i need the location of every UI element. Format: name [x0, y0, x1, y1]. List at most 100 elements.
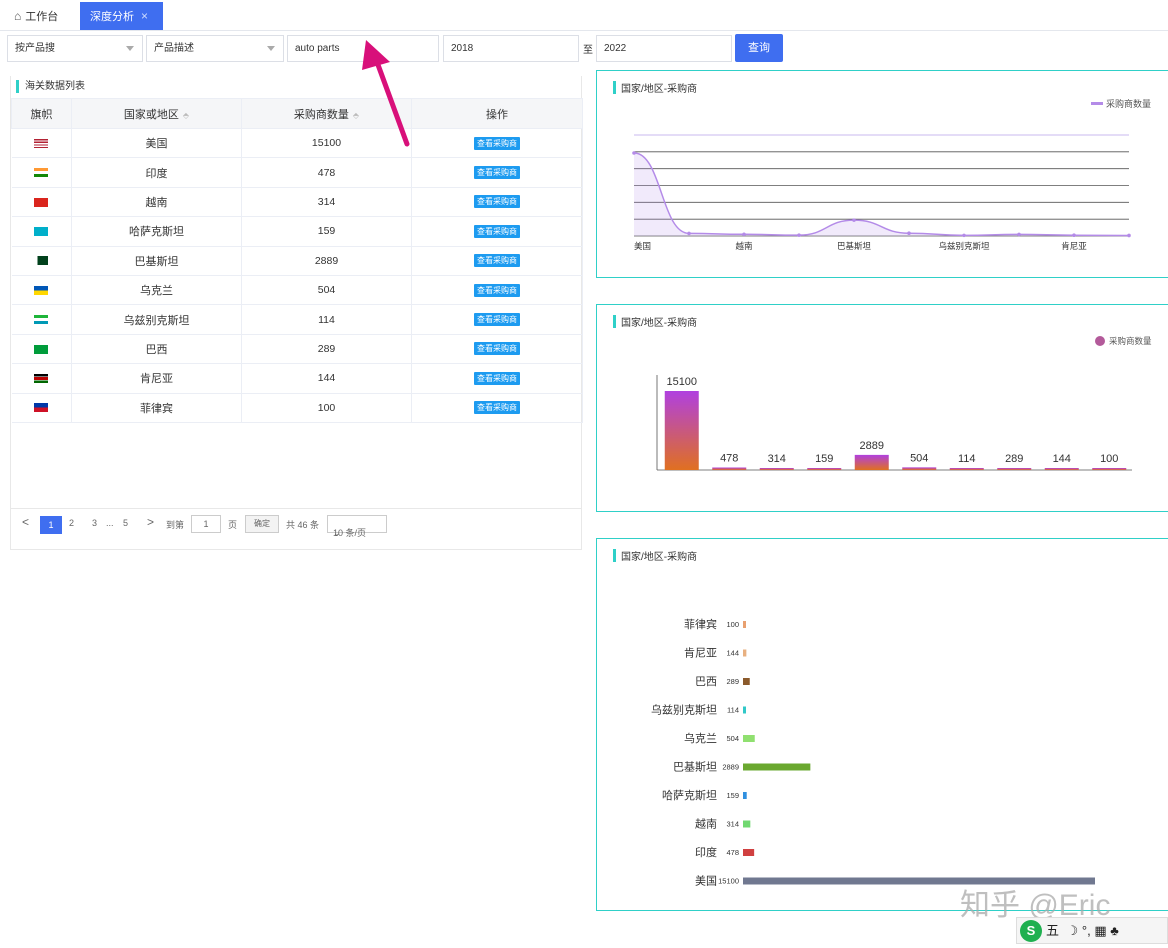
next-page-icon[interactable]: >	[147, 515, 155, 529]
tab-deep-analysis[interactable]: 深度分析 ×	[80, 2, 163, 30]
category-label: 菲律宾	[684, 617, 717, 631]
bar[interactable]	[949, 468, 984, 470]
view-buyers-button[interactable]: 查看采购商	[474, 254, 520, 268]
bar[interactable]	[1044, 468, 1079, 470]
data-point[interactable]	[852, 218, 856, 222]
page-5-button[interactable]: 5	[123, 518, 129, 528]
bar[interactable]	[1092, 468, 1127, 470]
page-ellipsis[interactable]: ...	[106, 518, 114, 528]
bar[interactable]	[712, 467, 747, 470]
category-label: 巴西	[695, 676, 717, 688]
flag-cell	[11, 393, 72, 423]
view-buyers-button[interactable]: 查看采购商	[474, 342, 520, 356]
header-action: 操作	[411, 98, 583, 129]
data-point[interactable]	[1072, 233, 1076, 238]
bar[interactable]	[743, 820, 751, 828]
data-point[interactable]	[742, 232, 746, 237]
tab-workbench[interactable]: ⌂ 工作台	[6, 2, 66, 30]
sort-icon[interactable]: ⬘	[352, 110, 360, 120]
bar[interactable]	[743, 706, 746, 714]
year-from-value: 2018	[451, 43, 474, 54]
view-buyers-button[interactable]: 查看采购商	[474, 195, 520, 209]
bar[interactable]	[743, 621, 746, 628]
bar[interactable]	[664, 391, 699, 470]
sort-icon[interactable]: ⬘	[182, 110, 190, 120]
ime-tray-icon[interactable]: ☽ °, ▦ ♣	[1066, 923, 1119, 938]
tab-bar: ⌂ 工作台 深度分析 ×	[0, 0, 1168, 31]
bar[interactable]	[997, 468, 1032, 470]
bar-chart-card: 国家/地区-采购商 采购商数量 15100 478 314 159 2889 504 114 28…	[596, 304, 1168, 512]
bar-data-label: 2889	[860, 440, 884, 452]
bar[interactable]	[902, 467, 937, 470]
flag-cell	[11, 157, 72, 188]
search-field-select[interactable]: 产品描述	[146, 35, 284, 62]
title-accent	[613, 315, 616, 328]
search-mode-select[interactable]: 按产品搜	[7, 35, 143, 62]
tab-workbench-label: 工作台	[25, 11, 59, 23]
flag-cell	[11, 187, 72, 218]
action-cell: 查看采购商	[411, 363, 583, 394]
data-point[interactable]	[907, 231, 911, 236]
flag-icon	[34, 285, 49, 295]
page-3-button[interactable]: 3	[92, 518, 98, 528]
bar[interactable]	[759, 468, 794, 470]
bar[interactable]	[743, 678, 750, 685]
header-count[interactable]: 采购商数量 ⬘	[241, 98, 412, 129]
bar[interactable]	[743, 792, 747, 799]
page-size-select[interactable]: 10 条/页 ⌄	[327, 515, 387, 538]
page-2-button[interactable]: 2	[69, 518, 75, 528]
bar[interactable]	[743, 735, 755, 742]
keyword-input[interactable]: auto parts	[287, 35, 439, 62]
prev-page-icon[interactable]: <	[22, 515, 30, 529]
query-button[interactable]: 查询	[735, 34, 783, 62]
category-label: 哈萨克斯坦	[662, 788, 717, 802]
goto-label: 到第	[166, 520, 185, 530]
chart-title: 国家/地区-采购商	[621, 316, 697, 329]
data-point[interactable]	[797, 233, 801, 237]
data-point[interactable]	[632, 151, 636, 155]
ime-mode[interactable]: 五	[1046, 923, 1060, 938]
view-buyers-button[interactable]: 查看采购商	[474, 283, 520, 297]
flag-icon	[34, 256, 49, 266]
page-unit-label: 页	[228, 520, 238, 530]
category-label: 乌兹别克斯坦	[651, 703, 717, 717]
action-cell: 查看采购商	[411, 304, 583, 335]
legend-label: 采购商数量	[1106, 98, 1151, 109]
category-label: 美国	[695, 875, 717, 888]
title-accent	[613, 81, 616, 94]
view-buyers-button[interactable]: 查看采购商	[474, 371, 520, 385]
view-buyers-button[interactable]: 查看采购商	[474, 166, 520, 180]
bar[interactable]	[743, 877, 1095, 885]
view-buyers-button[interactable]: 查看采购商	[474, 224, 520, 238]
table-row: 越南 314 查看采购商	[11, 187, 583, 218]
goto-page-input[interactable]: 1	[191, 515, 221, 533]
data-point[interactable]	[687, 231, 691, 236]
header-country[interactable]: 国家或地区 ⬘	[71, 98, 242, 129]
chart-title: 国家/地区-采购商	[621, 82, 697, 95]
total-count: 共 46 条	[286, 520, 320, 530]
data-point[interactable]	[1017, 232, 1021, 237]
year-from-input[interactable]: 2018	[443, 35, 579, 62]
year-to-input[interactable]: 2022	[596, 35, 732, 62]
page-1-button[interactable]: 1	[40, 516, 62, 534]
bar[interactable]	[743, 763, 811, 771]
bar-data-label: 314	[768, 453, 786, 465]
tab-deep-analysis-label: 深度分析	[90, 11, 134, 23]
year-to-value: 2022	[604, 43, 627, 54]
data-point[interactable]	[1127, 233, 1131, 238]
view-buyers-button[interactable]: 查看采购商	[474, 401, 520, 415]
view-buyers-button[interactable]: 查看采购商	[474, 136, 520, 150]
bar[interactable]	[854, 454, 889, 470]
bar[interactable]	[743, 849, 755, 856]
confirm-button[interactable]: 确定	[245, 515, 279, 533]
action-cell: 查看采购商	[411, 157, 583, 188]
view-buyers-button[interactable]: 查看采购商	[474, 313, 520, 327]
data-point[interactable]	[962, 233, 966, 238]
bar[interactable]	[743, 649, 747, 657]
bar[interactable]	[807, 468, 842, 470]
close-icon[interactable]: ×	[141, 9, 149, 23]
legend-swatch	[1091, 102, 1103, 105]
